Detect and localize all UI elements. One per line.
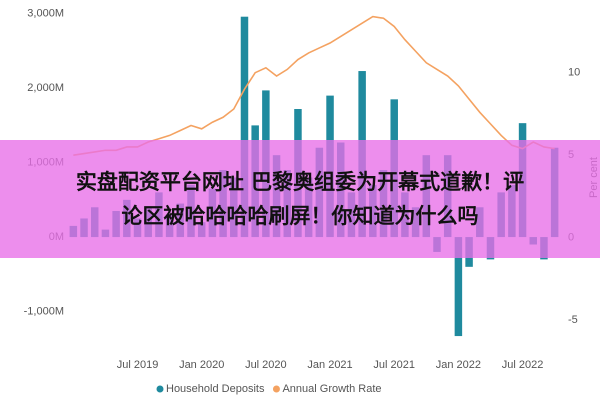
banner: 实盘配资平台网址 巴黎奥组委为开幕式道歉！评 论区被哈哈哈哈刷屏！你知道为什么吗	[0, 140, 600, 258]
legend-label: Household Deposits	[166, 383, 265, 395]
y2-tick-label: 10	[568, 67, 580, 79]
x-tick-label: Jul 2022	[502, 359, 544, 371]
legend-label: Annual Growth Rate	[282, 383, 381, 395]
bar	[240, 16, 249, 238]
banner-line: 实盘配资平台网址 巴黎奥组委为开幕式道歉！评	[75, 170, 525, 194]
banner-line: 论区被哈哈哈哈刷屏！你知道为什么吗	[121, 204, 479, 228]
legend-marker	[272, 385, 280, 393]
x-tick-label: Jul 2020	[245, 359, 287, 371]
line	[73, 15, 555, 157]
legend-marker	[156, 385, 164, 393]
x-tick-label: Jan 2021	[307, 359, 352, 371]
y2-tick-label: -5	[568, 314, 578, 326]
x-tick-label: Jul 2021	[373, 359, 415, 371]
y-tick-label: 2,000M	[27, 82, 64, 94]
x-tick-label: Jan 2020	[179, 359, 224, 371]
x-tick-label: Jul 2019	[117, 359, 159, 371]
y-tick-label: -1,000M	[24, 305, 64, 317]
bar	[454, 237, 463, 337]
x-tick-label: Jan 2022	[436, 359, 481, 371]
y-tick-label: 3,000M	[27, 8, 64, 20]
